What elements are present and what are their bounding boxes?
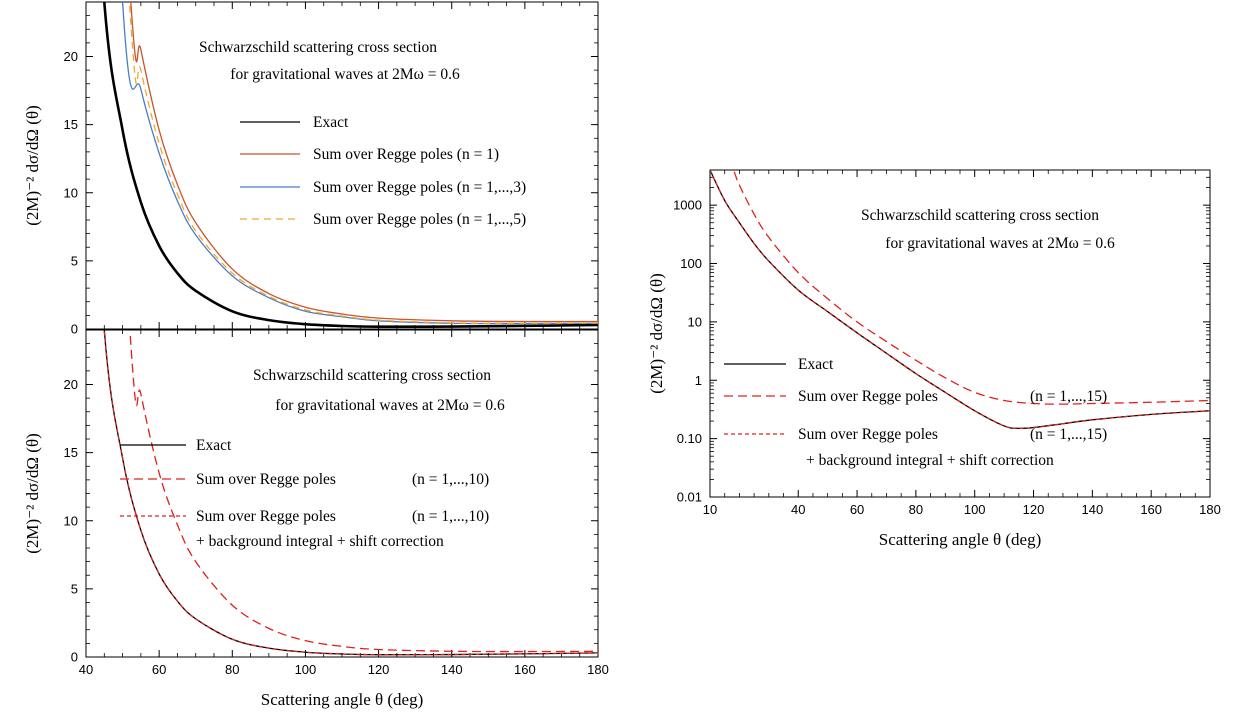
x-tick-label: 180 <box>587 662 609 677</box>
y-tick-label: 1000 <box>673 198 702 213</box>
legend-extra: + background integral + shift correction <box>806 452 1054 469</box>
y-tick-label: 15 <box>64 445 78 460</box>
legend-label-1: Sum over Regge poles <box>798 388 938 405</box>
x-tick-label: 120 <box>1023 502 1045 517</box>
annotation-line: for gravitational waves at 2Mω = 0.6 <box>275 397 505 414</box>
annotation-line: Schwarzschild scattering cross section <box>199 39 437 56</box>
legend-label-2: Sum over Regge poles (n = 1,...,3) <box>313 179 526 196</box>
x-tick-label: 160 <box>514 662 536 677</box>
legend-label-right-1: (n = 1,...,10) <box>412 471 489 488</box>
y-tick-label: 20 <box>64 377 78 392</box>
legend-extra: + background integral + shift correction <box>196 533 444 550</box>
legend-label-1: Sum over Regge poles <box>196 471 336 488</box>
x-tick-label: 40 <box>791 502 805 517</box>
legend-label-right-2: (n = 1,...,15) <box>1030 426 1107 443</box>
annotation-line: for gravitational waves at 2Mω = 0.6 <box>230 66 460 83</box>
y-tick-label: 0.10 <box>677 431 702 446</box>
legend-label-right-2: (n = 1,...,10) <box>412 508 489 525</box>
x-tick-label: 80 <box>225 662 239 677</box>
y-tick-label: 0.01 <box>677 490 702 505</box>
legend-label-0: Exact <box>196 437 232 454</box>
x-tick-label: 10 <box>703 502 717 517</box>
annotation-line: Schwarzschild scattering cross section <box>253 367 491 384</box>
x-tick-label: 180 <box>1199 502 1221 517</box>
y-tick-label: 0 <box>71 650 78 665</box>
x-tick-label: 140 <box>1082 502 1104 517</box>
y-tick-label: 5 <box>71 581 78 596</box>
plot-right: 0.01 0.10 1 10 100 1000 10 40 60 80 100 120 140 160 18… <box>647 106 1221 549</box>
annotation-line: for gravitational waves at 2Mω = 0.6 <box>885 235 1115 252</box>
x-axis-label: Scattering angle θ (deg) <box>261 690 424 709</box>
x-tick-label: 100 <box>964 502 986 517</box>
x-axis-label: Scattering angle θ (deg) <box>879 530 1042 549</box>
annotation-line: Schwarzschild scattering cross section <box>861 207 1099 224</box>
y-tick-label: 10 <box>64 185 78 200</box>
y-tick-label: 5 <box>71 253 78 268</box>
x-tick-label: 60 <box>152 662 166 677</box>
series-line-1 <box>710 106 1210 404</box>
legend-label-right-1: (n = 1,...,15) <box>1030 388 1107 405</box>
legend-label-3: Sum over Regge poles (n = 1,...,5) <box>313 211 526 228</box>
x-tick-label: 160 <box>1140 502 1162 517</box>
y-tick-label: 0 <box>71 322 78 337</box>
x-tick-label: 140 <box>441 662 463 677</box>
x-tick-label: 120 <box>368 662 390 677</box>
y-tick-label: 20 <box>64 49 78 64</box>
y-tick-label: 1 <box>695 373 702 388</box>
series-group <box>710 106 1210 428</box>
plot-top-left: 0 5 10 15 20 Schwarzschild scattering cross s… <box>23 0 598 337</box>
legend-label-2: Sum over Regge poles <box>196 508 336 525</box>
legend-label-1: Sum over Regge poles (n = 1) <box>313 146 499 163</box>
y-axis-label: (2M)⁻² dσ/dΩ (θ) <box>23 105 42 226</box>
y-tick-label: 15 <box>64 117 78 132</box>
y-axis-label: (2M)⁻² dσ/dΩ (θ) <box>23 433 42 554</box>
y-tick-label: 10 <box>688 314 702 329</box>
legend-label-2: Sum over Regge poles <box>798 426 938 443</box>
x-tick-label: 80 <box>909 502 923 517</box>
legend-label-0: Exact <box>798 356 834 373</box>
y-tick-label: 100 <box>680 256 702 271</box>
x-tick-label: 60 <box>850 502 864 517</box>
legend-label-0: Exact <box>313 114 349 131</box>
x-tick-label: 100 <box>295 662 317 677</box>
x-tick-label: 40 <box>79 662 93 677</box>
y-axis-label: (2M)⁻² dσ/dΩ (θ) <box>647 273 666 394</box>
y-tick-label: 10 <box>64 513 78 528</box>
